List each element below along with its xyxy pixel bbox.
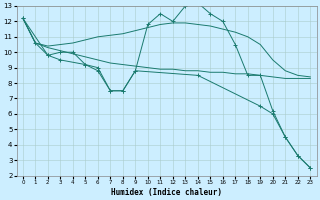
X-axis label: Humidex (Indice chaleur): Humidex (Indice chaleur): [111, 188, 222, 197]
